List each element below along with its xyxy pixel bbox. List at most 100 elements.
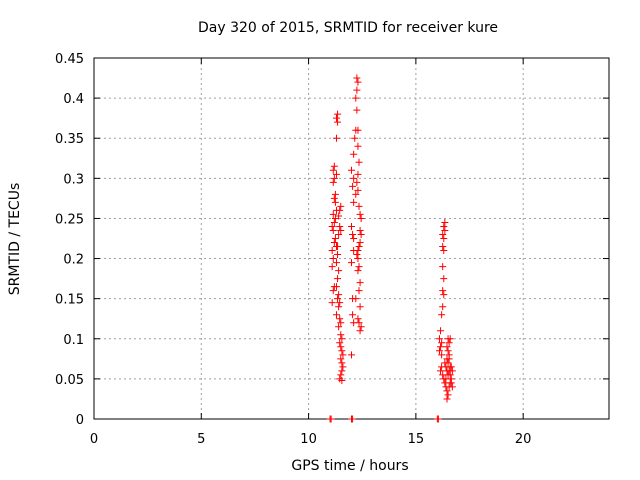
data-point: [434, 415, 442, 423]
data-point: [329, 210, 337, 218]
data-point: [338, 335, 346, 343]
data-point: [334, 243, 342, 251]
data-point: [329, 255, 337, 263]
data-point: [355, 158, 363, 166]
data-point: [357, 214, 365, 222]
data-point: [336, 222, 344, 230]
data-point: [332, 311, 340, 319]
y-tick-label: 0.4: [63, 92, 84, 107]
data-point: [335, 303, 343, 311]
data-point: [354, 170, 362, 178]
data-point: [440, 247, 448, 255]
data-points: [326, 74, 456, 423]
data-point: [329, 178, 337, 186]
data-point: [444, 371, 452, 379]
data-point: [354, 142, 362, 150]
data-point: [334, 110, 342, 118]
data-point: [334, 251, 342, 259]
data-point: [338, 347, 346, 355]
data-point: [353, 106, 361, 114]
data-point: [330, 162, 338, 170]
x-tick-label: 20: [515, 432, 532, 447]
data-point: [439, 243, 447, 251]
data-point: [328, 263, 336, 271]
data-point: [355, 319, 363, 327]
data-point: [355, 263, 363, 271]
data-point: [330, 218, 338, 226]
data-point: [438, 351, 446, 359]
data-point: [356, 210, 364, 218]
data-point: [335, 267, 343, 275]
data-point: [352, 94, 360, 102]
y-tick-label: 0.45: [55, 52, 84, 67]
y-tick-label: 0.35: [55, 132, 84, 147]
data-point: [354, 255, 362, 263]
axis-ticks: [93, 57, 609, 420]
data-point: [329, 166, 337, 174]
data-point: [441, 359, 449, 367]
data-point: [330, 239, 338, 247]
data-point: [439, 230, 447, 238]
data-point: [336, 339, 344, 347]
data-point: [435, 347, 443, 355]
data-point: [446, 335, 454, 343]
data-point: [339, 351, 347, 359]
data-point: [332, 259, 340, 267]
data-point: [356, 239, 364, 247]
data-point: [338, 367, 346, 375]
data-point: [334, 275, 342, 283]
data-point: [354, 247, 362, 255]
data-point: [337, 343, 345, 351]
data-point: [349, 415, 357, 423]
data-point: [441, 218, 449, 226]
data-point: [336, 206, 344, 214]
y-axis-label: SRMTID / TECUs: [7, 183, 23, 296]
x-tick-label: 10: [300, 432, 317, 447]
data-point: [332, 134, 340, 142]
data-point: [337, 371, 345, 379]
data-point: [437, 367, 445, 375]
data-point: [353, 251, 361, 259]
data-point: [348, 259, 355, 267]
y-tick-label: 0.15: [55, 293, 84, 308]
data-point: [355, 202, 363, 210]
data-point: [441, 226, 449, 234]
data-point: [332, 114, 340, 122]
x-tick-labels: 0 5 10 15 20: [90, 432, 532, 447]
data-point: [444, 347, 452, 355]
data-point: [357, 230, 365, 238]
data-point: [350, 198, 358, 206]
data-point: [440, 235, 448, 242]
data-point: [437, 327, 445, 335]
x-tick-label: 15: [408, 432, 425, 447]
data-point: [438, 339, 446, 347]
data-point: [447, 379, 455, 387]
data-point: [353, 178, 361, 186]
y-tick-label: 0.1: [63, 333, 84, 348]
data-point: [440, 275, 448, 283]
data-point: [348, 222, 355, 230]
data-point: [334, 295, 342, 303]
data-point: [352, 295, 360, 303]
data-point: [336, 315, 344, 323]
data-point: [349, 230, 357, 238]
data-point: [327, 415, 335, 423]
data-point: [437, 343, 445, 351]
data-point: [334, 118, 342, 126]
data-point: [448, 383, 456, 391]
chart-title: Day 320 of 2015, SRMTID for receiver kur…: [198, 20, 498, 36]
data-point: [338, 359, 346, 367]
y-tick-label: 0.3: [63, 172, 84, 187]
data-point: [354, 186, 362, 194]
data-point: [443, 355, 451, 363]
data-point: [335, 212, 343, 220]
data-point: [354, 267, 362, 275]
data-point: [331, 198, 339, 206]
data-point: [349, 311, 357, 319]
data-point: [338, 376, 346, 384]
data-point: [444, 391, 452, 399]
y-tick-label: 0.2: [63, 253, 84, 268]
data-point: [330, 174, 338, 182]
data-point: [337, 202, 345, 210]
